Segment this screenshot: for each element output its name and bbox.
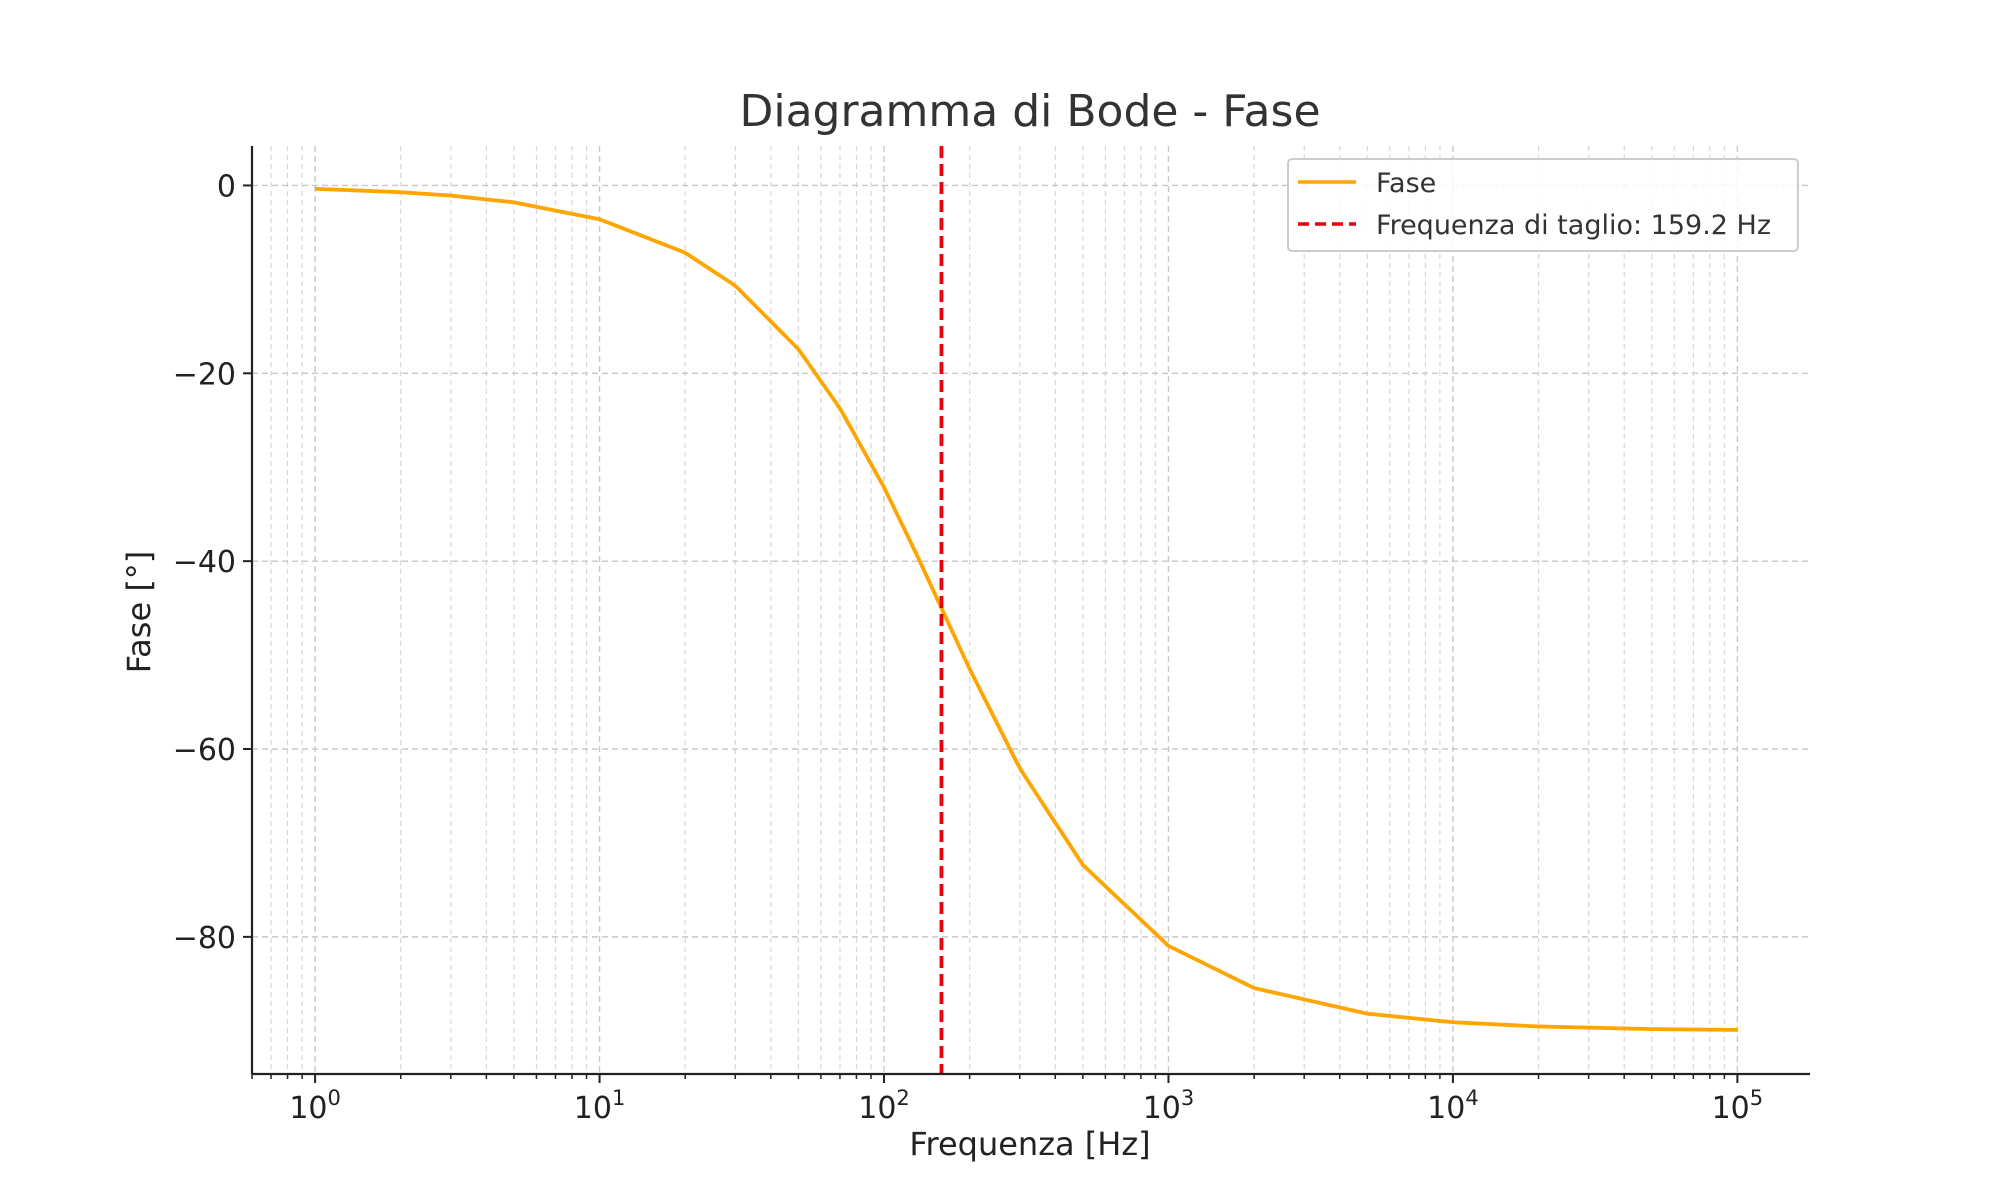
x-tick-base: 10	[289, 1091, 327, 1126]
x-tick-label: 105	[1712, 1086, 1764, 1126]
x-tick-exponent: 2	[896, 1086, 909, 1110]
legend-label-fase: Fase	[1376, 168, 1436, 199]
x-tick-label: 103	[1143, 1086, 1195, 1126]
x-tick-exponent: 3	[1181, 1086, 1194, 1110]
y-tick-label: −80	[173, 921, 236, 956]
x-tick-label: 101	[574, 1086, 626, 1126]
x-tick-label: 102	[858, 1086, 910, 1126]
x-tick-base: 10	[1427, 1091, 1465, 1126]
y-axis-label: Fase [°]	[120, 551, 158, 674]
x-tick-exponent: 1	[612, 1086, 625, 1110]
x-axis-label: Frequenza [Hz]	[909, 1125, 1150, 1163]
chart-title: Diagramma di Bode - Fase	[739, 86, 1320, 137]
legend-label-cutoff: Frequenza di taglio: 159.2 Hz	[1376, 210, 1771, 241]
y-tick-label: −40	[173, 545, 236, 580]
x-tick-exponent: 4	[1465, 1086, 1478, 1110]
phase-curve	[315, 186, 1738, 1032]
x-tick-label: 100	[289, 1086, 341, 1126]
y-tick-label: −60	[173, 733, 236, 768]
legend-box	[1287, 158, 1799, 252]
x-tick-base: 10	[858, 1091, 896, 1126]
grid-layer	[251, 146, 1810, 1074]
series-layer	[315, 146, 1738, 1074]
x-tick-label: 104	[1427, 1086, 1479, 1126]
x-tick-base: 10	[1712, 1091, 1750, 1126]
y-tick-label: 0	[217, 169, 236, 204]
axes-layer	[250, 146, 1810, 1076]
legend: Fase Frequenza di taglio: 159.2 Hz	[1287, 158, 1799, 252]
x-tick-exponent: 5	[1750, 1086, 1763, 1110]
x-tick-base: 10	[1143, 1091, 1181, 1126]
x-tick-base: 10	[574, 1091, 612, 1126]
x-tick-exponent: 0	[328, 1086, 341, 1110]
y-tick-label: −20	[173, 357, 236, 392]
